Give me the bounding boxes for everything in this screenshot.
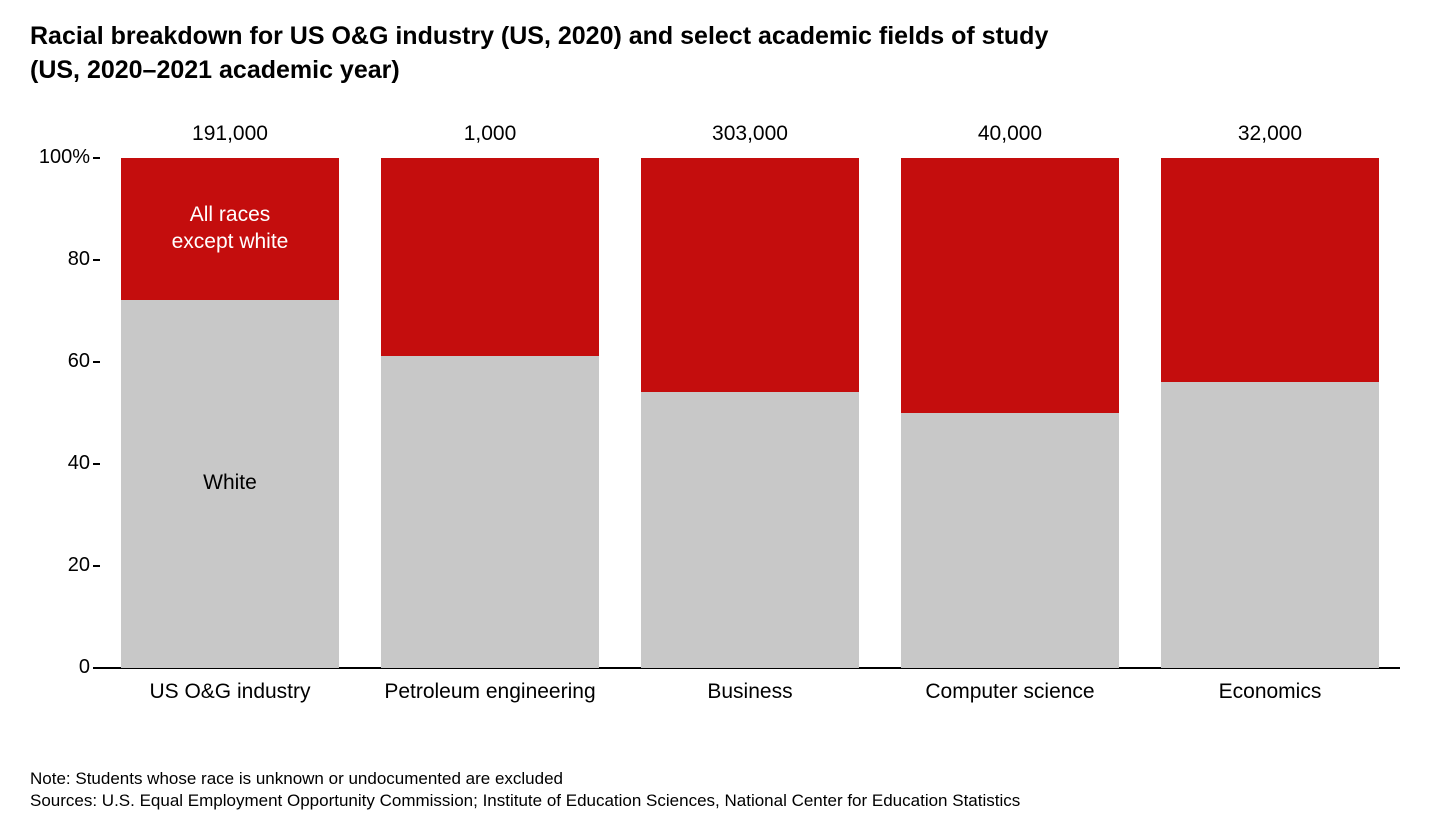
- bar-category-label: Computer science: [901, 680, 1119, 704]
- bar-slot: 303,000Business: [620, 158, 880, 668]
- segment-white: [901, 413, 1119, 668]
- bar-slot: 32,000Economics: [1140, 158, 1400, 668]
- segment-white: [641, 392, 859, 667]
- bar-count-label: 1,000: [381, 122, 599, 146]
- chart-title: Racial breakdown for US O&G industry (US…: [30, 20, 1410, 88]
- note-text: Note: Students whose race is unknown or …: [30, 768, 1410, 791]
- y-axis-tick: [93, 565, 100, 567]
- chart-footnotes: Note: Students whose race is unknown or …: [30, 768, 1410, 813]
- bar-category-label: Economics: [1161, 680, 1379, 704]
- bar-count-label: 32,000: [1161, 122, 1379, 146]
- y-axis-tick: [93, 361, 100, 363]
- chart-container: 0 20 40 60 80 100% 191,000US O&G industryAll …: [30, 118, 1410, 718]
- y-axis-tick-label: 40: [30, 452, 90, 475]
- segment-white: [1161, 382, 1379, 668]
- stacked-bar: 32,000Economics: [1161, 158, 1379, 668]
- segment-white: [121, 300, 339, 667]
- y-axis-tick-label: 20: [30, 554, 90, 577]
- bar-category-label: Business: [641, 680, 859, 704]
- bar-slot: 1,000Petroleum engineering: [360, 158, 620, 668]
- segment-nonwhite: [1161, 158, 1379, 382]
- y-axis-tick-label: 0: [30, 656, 90, 679]
- bar-slot: 191,000US O&G industryAll racesexcept wh…: [100, 158, 360, 668]
- bar-slot: 40,000Computer science: [880, 158, 1140, 668]
- bar-count-label: 191,000: [121, 122, 339, 146]
- y-axis-tick-label: 80: [30, 248, 90, 271]
- bar-category-label: Petroleum engineering: [381, 680, 599, 704]
- segment-nonwhite: [381, 158, 599, 357]
- bar-count-label: 303,000: [641, 122, 859, 146]
- stacked-bar: 40,000Computer science: [901, 158, 1119, 668]
- segment-white: [381, 356, 599, 667]
- y-axis-tick: [93, 259, 100, 261]
- segment-nonwhite: [121, 158, 339, 301]
- stacked-bar: 303,000Business: [641, 158, 859, 668]
- stacked-bar: 1,000Petroleum engineering: [381, 158, 599, 668]
- segment-nonwhite: [901, 158, 1119, 413]
- y-axis-tick: [93, 667, 100, 669]
- y-axis-tick: [93, 157, 100, 159]
- y-axis-tick: [93, 463, 100, 465]
- y-axis-tick-label: 100%: [30, 146, 90, 169]
- bars-area: 191,000US O&G industryAll racesexcept wh…: [100, 158, 1400, 668]
- chart-title-line1: Racial breakdown for US O&G industry (US…: [30, 22, 1048, 50]
- y-axis-tick-label: 60: [30, 350, 90, 373]
- bar-category-label: US O&G industry: [121, 680, 339, 704]
- bar-count-label: 40,000: [901, 122, 1119, 146]
- chart-title-line2: (US, 2020–2021 academic year): [30, 56, 400, 84]
- stacked-bar: 191,000US O&G industryAll racesexcept wh…: [121, 158, 339, 668]
- segment-nonwhite: [641, 158, 859, 393]
